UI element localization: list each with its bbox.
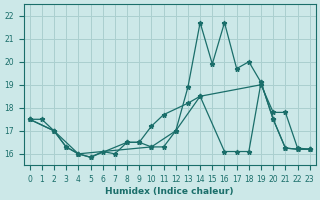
X-axis label: Humidex (Indice chaleur): Humidex (Indice chaleur) bbox=[105, 187, 234, 196]
